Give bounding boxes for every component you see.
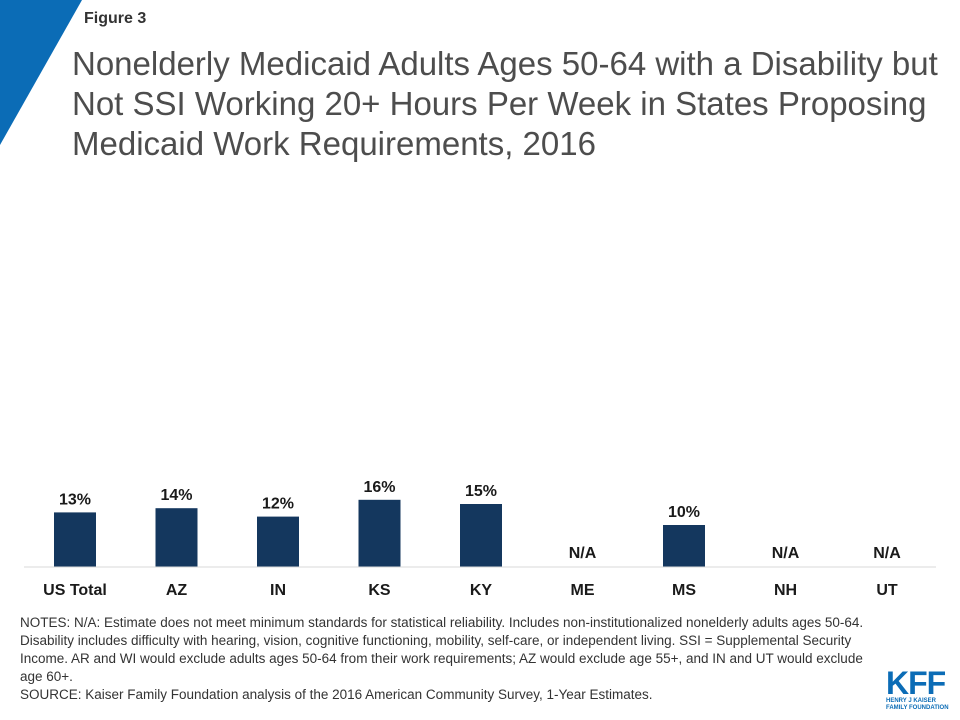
- x-tick-ky: KY: [470, 582, 493, 599]
- data-labels: 13% 14% 12% 16% 15% N/A 10% N/A N/A: [59, 479, 901, 562]
- bar-us-total: [54, 512, 96, 567]
- kff-logo: KFF HENRY J KAISER FAMILY FOUNDATION: [886, 665, 952, 714]
- data-label-ut: N/A: [873, 545, 901, 562]
- x-tick-in: IN: [270, 582, 286, 599]
- x-tick-me: ME: [571, 582, 595, 599]
- data-label-ky: 15%: [465, 483, 497, 500]
- chart-notes: NOTES: N/A: Estimate does not meet minim…: [20, 614, 880, 704]
- bar-az: [155, 508, 198, 567]
- notes-text: NOTES: N/A: Estimate does not meet minim…: [20, 615, 864, 684]
- x-tick-ms: MS: [672, 582, 696, 599]
- bar-ms: [663, 525, 705, 567]
- corner-accent-triangle: [0, 0, 82, 145]
- figure-label: Figure 3: [84, 10, 147, 27]
- data-label-ms: 10%: [668, 504, 700, 521]
- x-tick-nh: NH: [774, 582, 797, 599]
- logo-line1: HENRY J KAISER: [886, 698, 937, 704]
- data-label-az: 14%: [160, 487, 192, 504]
- data-label-ks: 16%: [363, 479, 395, 496]
- data-label-in: 12%: [262, 496, 294, 513]
- data-label-me: N/A: [569, 545, 597, 562]
- bar-ky: [460, 504, 502, 567]
- data-label-us-total: 13%: [59, 491, 91, 508]
- x-tick-az: AZ: [166, 582, 188, 599]
- x-tick-labels: US Total AZ IN KS KY ME MS NH UT: [43, 582, 898, 599]
- bar-in: [257, 516, 299, 567]
- x-tick-ks: KS: [368, 582, 391, 599]
- data-label-nh: N/A: [772, 545, 800, 562]
- bar-ks: [358, 499, 401, 567]
- bars-layer: [54, 499, 705, 567]
- logo-mark: KFF: [886, 665, 946, 701]
- chart-title: Nonelderly Medicaid Adults Ages 50-64 wi…: [72, 45, 938, 162]
- source-text: SOURCE: Kaiser Family Foundation analysi…: [20, 687, 653, 702]
- x-tick-us-total: US Total: [43, 582, 107, 599]
- bar-chart: US Total AZ IN KS KY ME MS NH UT 13% 14% 12% 16% 15%…: [24, 479, 936, 599]
- x-tick-ut: UT: [876, 582, 898, 599]
- logo-line2: FAMILY FOUNDATION: [886, 705, 949, 711]
